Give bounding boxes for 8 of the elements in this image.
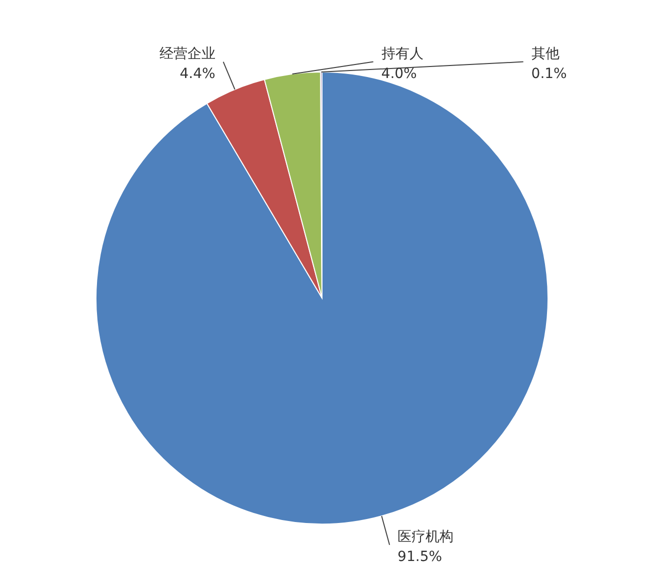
data-label: 91.5% [398,548,442,565]
data-label: 4.0% [381,66,417,82]
slice-label: 其他 [531,46,560,62]
slice-label: 持有人 [381,46,424,62]
slice-label: 经营企业 [159,46,216,62]
slice-label: 医疗机构 [398,528,454,545]
data-label: 0.1% [531,66,567,82]
data-label: 4.4% [180,66,216,82]
